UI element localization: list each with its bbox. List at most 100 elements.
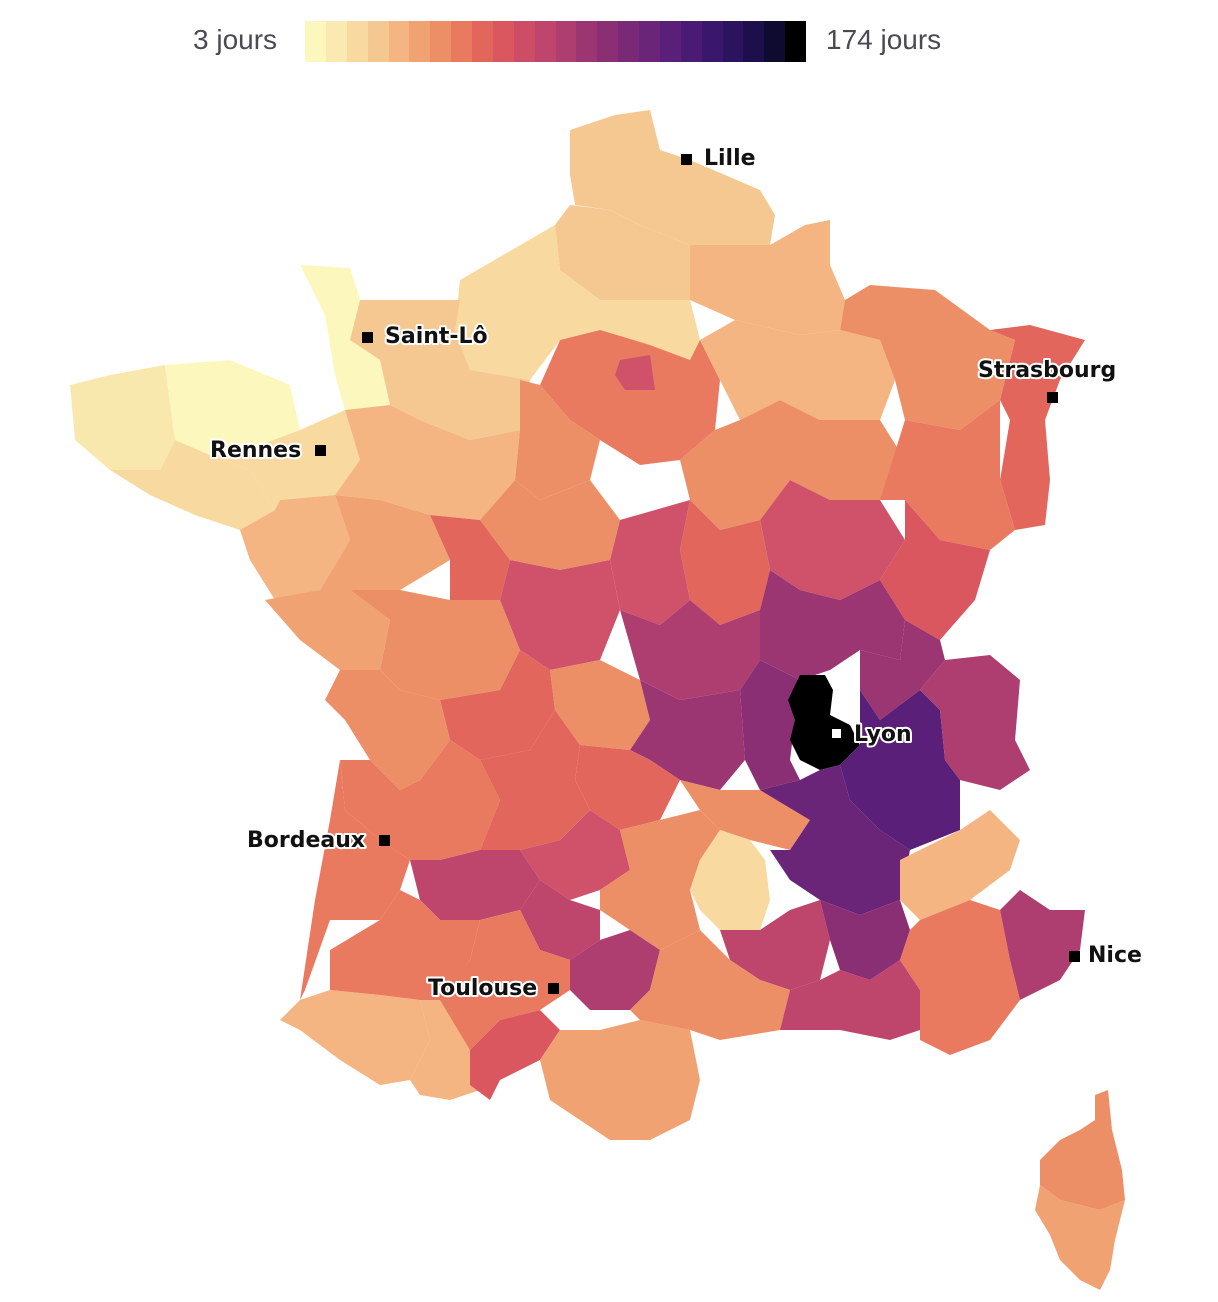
- region-haut-rhin: [1000, 420, 1050, 530]
- legend-swatch: [388, 21, 410, 62]
- region-deux-sevres-vienne: [350, 590, 520, 700]
- region-lot-et-garonne: [410, 850, 540, 920]
- color-legend: 3 jours 174 jours: [0, 0, 1218, 90]
- city-marker-lyon: [830, 727, 843, 740]
- city-label-saint-lo: Saint-Lô: [385, 324, 488, 349]
- region-cher: [610, 500, 690, 625]
- city-label-bordeaux: Bordeaux: [247, 828, 365, 853]
- region-pyrenees-atlantiques: [280, 990, 430, 1085]
- region-vendee: [265, 590, 390, 670]
- region-isere: [840, 690, 960, 850]
- legend-swatch: [451, 21, 472, 62]
- region-var: [900, 900, 1020, 1055]
- city-saint-lo: Saint-Lô: [362, 322, 490, 351]
- region-finistere: [70, 365, 175, 470]
- region-aude: [540, 1020, 700, 1140]
- region-mayenne-sarthe: [335, 405, 520, 520]
- region-allier: [620, 600, 760, 700]
- city-bordeaux: Bordeaux: [245, 826, 390, 855]
- region-eure-et-loir: [515, 380, 600, 500]
- region-aveyron: [600, 810, 720, 950]
- region-haute-vienne: [440, 650, 555, 760]
- region-corse-du-sud: [1035, 1185, 1125, 1290]
- region-tarn: [570, 930, 660, 1010]
- region-vaucluse: [820, 900, 910, 980]
- region-hautes-pyrenees: [410, 1000, 480, 1100]
- legend-swatch: [659, 21, 681, 62]
- region-drome: [760, 765, 910, 915]
- city-label-nice: Nice: [1088, 943, 1142, 968]
- region-nievre: [680, 500, 770, 625]
- city-rennes: Rennes: [208, 436, 326, 465]
- legend-swatch: [555, 21, 577, 62]
- city-marker-bordeaux: [379, 835, 390, 846]
- legend-swatch: [576, 21, 598, 62]
- region-vosges-haute-saone: [880, 400, 1015, 550]
- region-creuse-correze: [550, 660, 650, 750]
- legend-swatch: [430, 21, 452, 62]
- region-charente: [325, 670, 450, 790]
- region-manche: [300, 265, 390, 410]
- city-marker-rennes: [315, 445, 326, 456]
- legend-swatch: [325, 21, 347, 62]
- region-dordogne: [480, 710, 590, 850]
- legend-swatch: [409, 21, 431, 62]
- legend-max-label: 174 jours: [826, 24, 942, 55]
- region-aube-yonne: [680, 400, 905, 530]
- legend-swatch: [785, 21, 806, 62]
- region-gard: [720, 900, 830, 990]
- region-loire: [740, 660, 800, 790]
- region-herault: [630, 930, 790, 1040]
- legend-swatch: [513, 21, 535, 62]
- region-puy-de-dome: [630, 680, 745, 790]
- region-paris: [615, 355, 655, 390]
- legend-min-label: 3 jours: [193, 24, 278, 55]
- region-haute-corse: [1040, 1090, 1125, 1210]
- region-rhone-lyon: [788, 675, 860, 770]
- city-marker-saint-lo: [362, 332, 373, 343]
- region-tarn-et-garonne: [520, 880, 600, 960]
- region-ile-de-france: [540, 330, 720, 465]
- legend-swatch: [743, 21, 765, 62]
- legend-color-scale: [305, 21, 806, 62]
- city-lille: Lille: [681, 144, 758, 173]
- region-cote-or: [760, 480, 905, 600]
- region-cotes-armor: [165, 360, 300, 455]
- region-loire-atlantique: [240, 495, 350, 600]
- legend-swatch: [346, 21, 368, 62]
- legend-swatch: [639, 21, 660, 62]
- region-marne-ardennes: [700, 320, 895, 420]
- legend-swatch: [492, 21, 514, 62]
- city-label-strasbourg: Strasbourg: [978, 358, 1116, 383]
- region-ain: [860, 620, 945, 720]
- region-alpes-haute-provence: [900, 810, 1020, 920]
- city-toulouse: Toulouse: [426, 974, 559, 1003]
- region-gironde: [340, 740, 500, 860]
- legend-swatch: [472, 21, 493, 62]
- region-meuse-moselle: [840, 285, 1015, 430]
- region-lozere: [690, 830, 770, 930]
- region-cantal: [575, 745, 680, 830]
- legend-swatch: [618, 21, 639, 62]
- city-label-toulouse: Toulouse: [428, 976, 537, 1001]
- legend-swatch: [367, 21, 389, 62]
- region-somme: [555, 205, 695, 300]
- city-strasbourg: Strasbourg: [976, 356, 1118, 403]
- region-indre-et-loire: [430, 515, 510, 600]
- region-gers: [330, 890, 480, 1000]
- region-saone-et-loire: [760, 570, 905, 680]
- region-doubs-jura: [880, 500, 990, 640]
- region-lot: [520, 810, 630, 900]
- region-bouches-du-rhone: [780, 960, 920, 1040]
- region-nord-pas-de-calais: [570, 110, 775, 260]
- legend-swatch: [722, 21, 744, 62]
- region-seine-maritime: [455, 225, 600, 380]
- region-picardie-east: [690, 220, 845, 335]
- city-marker-strasbourg: [1047, 392, 1058, 403]
- region-haute-garonne: [430, 910, 570, 1050]
- region-indre: [500, 560, 620, 670]
- region-landes-coast: [300, 760, 410, 1000]
- region-savoie: [920, 655, 1030, 790]
- legend-swatch: [680, 21, 702, 62]
- region-loiret-cher: [480, 480, 620, 570]
